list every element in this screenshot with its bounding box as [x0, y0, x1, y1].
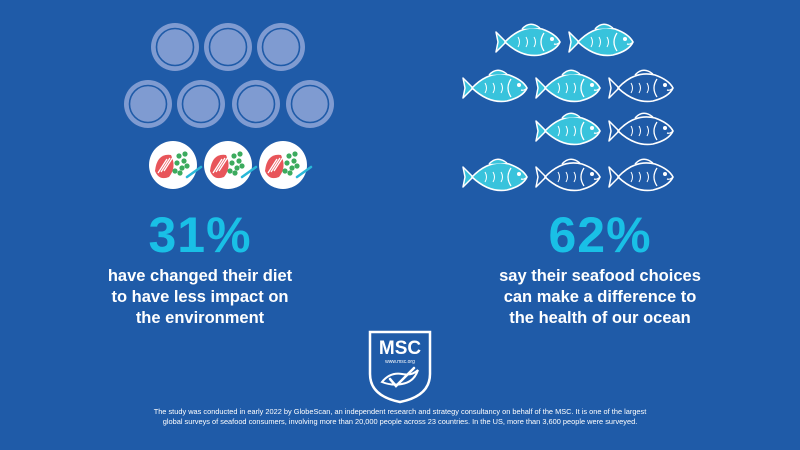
right-stat-caption: say their seafood choices can make a dif… — [400, 266, 800, 329]
msc-fish-check-icon — [380, 366, 419, 388]
right-caption-line: the health of our ocean — [509, 309, 691, 327]
outline-fish-icon — [535, 158, 601, 192]
fish-illustration — [462, 23, 674, 192]
empty-plate-icon — [177, 80, 225, 128]
filled-fish-icon — [568, 23, 634, 57]
left-stat-caption: have changed their diet to have less imp… — [0, 266, 400, 329]
filled-fish-icon — [462, 158, 528, 192]
plates-illustration — [124, 23, 334, 189]
left-stat-value: 31% — [148, 207, 252, 263]
study-footnote: The study was conducted in early 2022 by… — [0, 407, 800, 426]
left-caption-line: the environment — [135, 309, 265, 327]
footnote-line: The study was conducted in early 2022 by… — [153, 407, 647, 416]
outline-fish-icon — [608, 69, 674, 103]
meal-plate-icon — [204, 141, 258, 189]
empty-plate-icon — [151, 23, 199, 71]
left-caption-line: have changed their diet — [107, 267, 293, 285]
filled-fish-icon — [495, 23, 561, 57]
msc-logo: MSC www.msc.org — [368, 330, 432, 404]
filled-fish-icon — [535, 69, 601, 103]
footnote-line: global surveys of seafood consumers, inv… — [162, 416, 638, 426]
outline-fish-icon — [608, 158, 674, 192]
empty-plate-icon — [286, 80, 334, 128]
meal-plate-icon — [149, 141, 203, 189]
empty-plate-icon — [124, 80, 172, 128]
left-caption-line: to have less impact on — [111, 288, 289, 306]
empty-plate-icon — [204, 23, 252, 71]
msc-logo-url: www.msc.org — [385, 359, 415, 365]
msc-logo-name: MSC — [379, 338, 422, 359]
empty-plate-icon — [232, 80, 280, 128]
outline-fish-icon — [608, 112, 674, 146]
meal-plate-icon — [259, 141, 313, 189]
empty-plate-icon — [257, 23, 305, 71]
filled-fish-icon — [535, 112, 601, 146]
filled-fish-icon — [462, 69, 528, 103]
right-caption-line: say their seafood choices — [499, 267, 701, 285]
right-stat-value: 62% — [548, 207, 652, 263]
right-caption-line: can make a difference to — [503, 288, 697, 306]
